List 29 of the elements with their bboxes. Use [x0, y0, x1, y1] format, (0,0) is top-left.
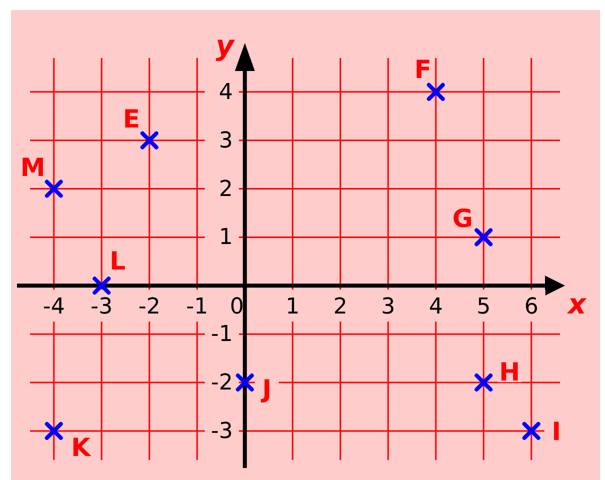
annotation: K	[71, 432, 92, 462]
y-tick-label: -3	[210, 418, 233, 444]
x-tick-label: 2	[333, 294, 348, 320]
annotation: G	[452, 204, 473, 233]
x-tick-label: 4	[428, 294, 443, 320]
annotation: J	[260, 374, 272, 404]
y-tick-label: 4	[218, 79, 233, 104]
x-tick-label: -1	[186, 294, 208, 320]
annotation: I	[552, 416, 562, 446]
x-tick-label: -3	[90, 294, 113, 320]
y-tick-label: 1	[218, 224, 233, 250]
annotation: F	[414, 54, 432, 84]
x-tick-label: 1	[286, 294, 300, 320]
x-axis-title: x	[566, 287, 587, 320]
x-tick-label: 6	[524, 294, 538, 320]
x-tick-label: 0	[230, 294, 244, 320]
x-tick-label: -2	[138, 294, 160, 320]
x-tick-label: 3	[381, 294, 396, 320]
x-tick-label: -4	[42, 294, 65, 320]
annotation: H	[499, 357, 520, 386]
y-axis-title: y	[216, 28, 236, 62]
x-tick-label: 5	[476, 294, 491, 320]
y-tick-label: 3	[218, 128, 233, 153]
y-tick-label: 2	[218, 176, 233, 202]
annotation: E	[122, 104, 140, 133]
annotation: M	[20, 152, 46, 182]
y-tick-label: -1	[210, 322, 233, 347]
y-tick-label: -2	[210, 370, 233, 396]
annotation: L	[110, 246, 126, 276]
